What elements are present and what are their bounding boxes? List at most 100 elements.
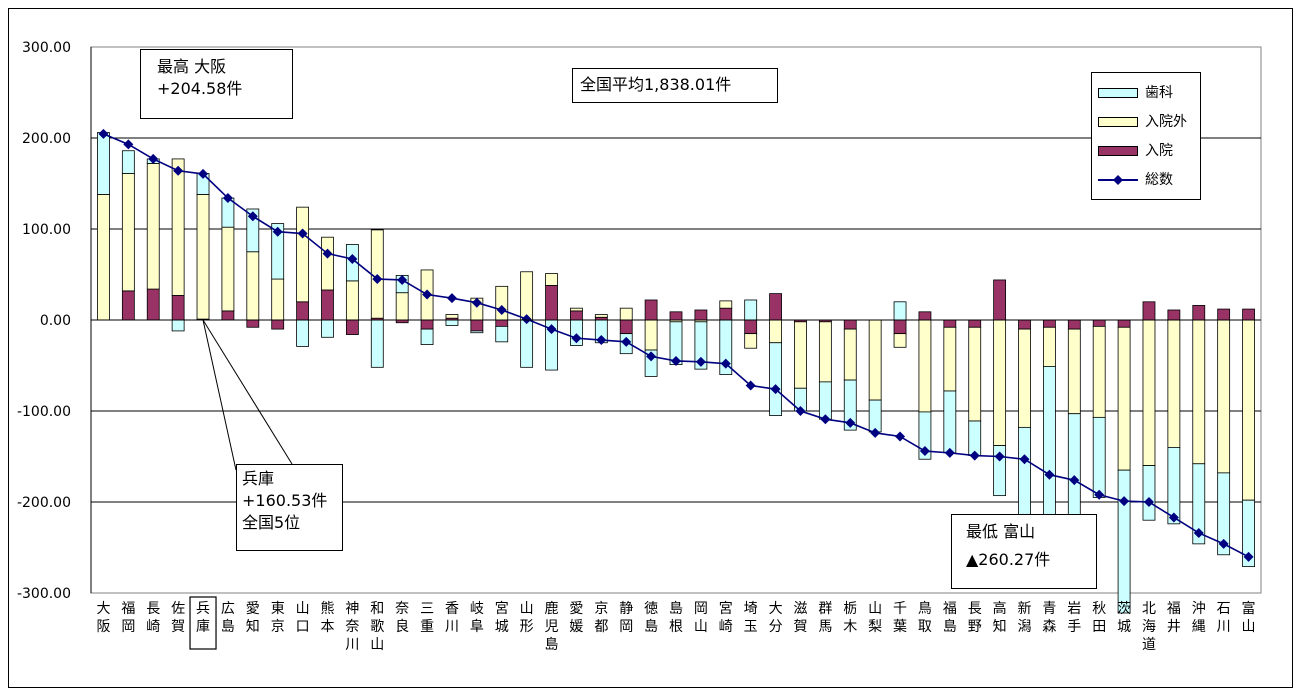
bar-入院 [943,319,957,328]
bar-入院外 [868,319,882,401]
bar-入院 [694,309,708,321]
total-point [297,228,308,239]
bar-入院外 [570,307,583,312]
bar-入院 [420,319,434,330]
x-tick-label: 高知 [993,600,1007,635]
bar-入院 [121,290,135,321]
bar-歯科 [694,321,708,370]
bar-歯科 [968,420,982,456]
bar-入院外 [271,278,285,321]
bar-歯科 [1167,446,1181,525]
bar-入院外 [918,319,932,413]
total-point [372,274,383,285]
bar-入院外 [968,326,982,422]
bar-歯科 [1043,366,1056,520]
bar-入院外 [843,328,857,381]
bar-入院 [1117,319,1131,328]
total-point [198,168,209,179]
total-point [1019,454,1030,465]
total-point [1243,551,1254,562]
x-tick-label: 愛媛 [569,601,583,635]
legend-label-outpatient: 入院外 [1145,114,1187,130]
hyogo-annotation-value: +160.53件 [242,491,328,510]
total-point [1168,512,1179,523]
bar-入院 [1167,309,1181,321]
total-point [646,351,657,362]
bar-入院外 [345,280,359,321]
x-tick-label: 島根 [669,601,683,635]
total-point [123,139,134,150]
bar-歯科 [868,399,882,433]
total-point [1143,497,1154,507]
x-tick-label: 山梨 [868,601,882,635]
total-point [1119,496,1130,507]
chart-frame [8,8,1293,688]
legend-item-outpatient: 入院外 [1098,112,1198,132]
hyogo-annotation-rank: 全国5位 [242,513,301,532]
total-point [671,355,681,366]
total-point [895,431,906,442]
bar-入院外 [395,292,409,321]
bar-歯科 [1117,469,1131,614]
total-point [272,226,283,237]
x-tick-label: 神奈川 [345,601,359,653]
x-tick-label: 福井 [1167,601,1181,635]
bar-入院外 [818,321,832,383]
bar-入院外 [171,158,185,296]
total-point [471,297,482,308]
x-tick-label: 広島 [221,601,235,635]
legend-swatch-inpatient [1098,146,1138,156]
max-annotation-value: +204.58件 [157,79,243,98]
x-tick-label: 奈良 [395,601,409,635]
bar-入院外 [744,333,758,349]
bar-入院 [345,319,359,335]
bar-入院 [993,279,1007,321]
total-point [247,211,258,222]
bar-入院外 [619,307,633,321]
bar-入院外 [1092,325,1106,418]
average-annotation: 全国平均1,838.01件 [572,68,778,103]
y-tick-label: 300.00 [22,40,71,56]
bar-入院 [1018,319,1031,330]
bar-入院外 [121,173,135,292]
total-point [820,414,831,425]
bar-入院 [495,319,509,327]
bar-歯科 [843,379,857,431]
bar-入院外 [97,194,110,321]
hyogo-callout-line [202,319,237,471]
bar-入院 [1092,319,1106,327]
bar-入院外 [943,326,957,392]
legend-item-inpatient: 入院 [1098,141,1198,161]
total-point [571,333,582,344]
bar-歯科 [370,319,384,368]
x-tick-label: 東京 [271,601,285,635]
bar-歯科 [445,319,459,326]
x-tick-label: 長野 [968,601,982,635]
total-point [621,336,632,347]
min-annotation: 最低 富山 ▲260.27件 [951,514,1097,589]
x-tick-label: 北海道 [1142,601,1156,653]
bar-入院 [769,293,782,321]
bar-入院外 [296,206,309,303]
x-tick-label: 徳島 [644,601,658,635]
x-tick-label: 栃木 [843,601,857,635]
bar-入院外 [1142,319,1156,467]
x-tick-label: 鹿児島 [545,600,559,653]
hyogo-annotation-title: 兵庫 [242,469,275,488]
min-annotation-value: ▲260.27件 [966,550,1051,569]
total-point [770,384,781,395]
bar-入院外 [893,333,907,348]
total-point [845,417,856,428]
min-annotation-title: 最低 富山 [966,522,1036,541]
x-tick-label: 千葉 [893,601,907,635]
x-tick-label: 茨城 [1117,601,1131,635]
total-point [546,324,557,335]
x-tick-label: 鳥取 [918,601,932,635]
x-tick-label: 青森 [1042,601,1056,635]
y-tick-label: -200.00 [17,495,71,511]
x-tick-label: 福島 [943,601,957,635]
bar-入院 [968,319,982,328]
bar-入院 [744,319,758,335]
bar-歯科 [818,381,832,420]
bar-入院外 [719,300,733,309]
